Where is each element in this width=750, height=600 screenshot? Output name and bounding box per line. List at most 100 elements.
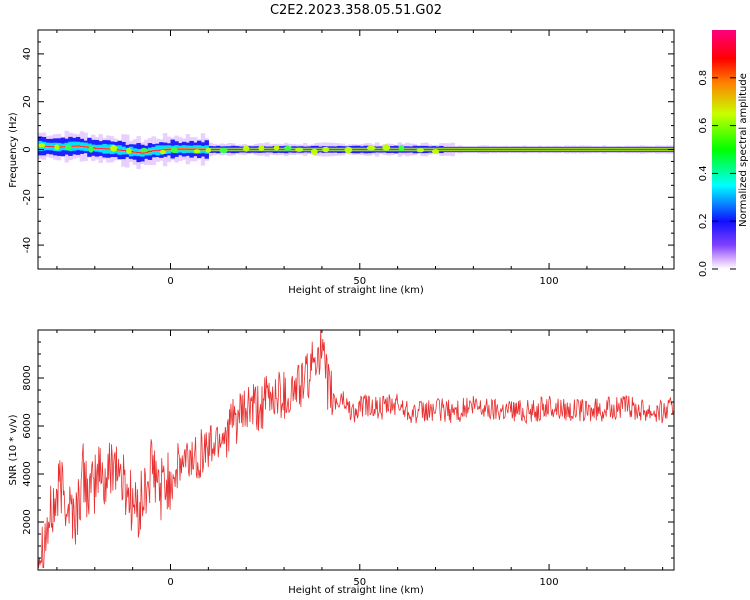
heatmap-peak-cell: [526, 148, 531, 151]
heatmap-blob: [170, 147, 178, 154]
heatmap-peak-cell: [390, 148, 395, 151]
heatmap-peak-cell: [140, 152, 145, 154]
heatmap-peak-cell: [602, 148, 607, 151]
heatmap-peak-cell: [492, 148, 497, 151]
heatmap-peak-cell: [605, 148, 611, 151]
heatmap-peak-cell: [314, 148, 319, 151]
snr-y-tick-label: 6000: [22, 413, 33, 438]
heatmap-blue-cell: [674, 147, 678, 152]
heatmap-peak-cell: [318, 148, 323, 151]
heatmap-peak-cell: [583, 148, 588, 151]
heatmap-cyan-cell: [674, 148, 678, 152]
heatmap-peak-cell: [412, 148, 418, 151]
heatmap-peak-cell: [662, 148, 668, 151]
heatmap-blob: [322, 146, 330, 153]
heatmap-peak-cell: [147, 150, 153, 153]
heatmap-blob: [54, 144, 60, 151]
heatmap-peak-cell: [49, 146, 54, 148]
snr-frame: [37, 329, 675, 571]
heatmap-blob: [110, 144, 118, 152]
heatmap-peak-cell: [405, 148, 410, 151]
heatmap-peak-cell: [465, 148, 471, 151]
heatmap-peak-cell: [227, 148, 232, 151]
heatmap-peak-cell: [564, 148, 569, 151]
heatmap-peak-cell: [155, 149, 160, 151]
heatmap-peak-cell: [541, 148, 546, 151]
heatmap-peak-cell: [340, 148, 346, 151]
snr-y-tick-label: 2000: [22, 509, 33, 534]
heatmap-blob: [159, 149, 166, 155]
heatmap-peak-cell: [507, 148, 512, 151]
heatmap-blob: [273, 145, 280, 151]
heatmap-peak-cell: [197, 148, 202, 150]
heatmap-peak-cell: [435, 148, 440, 151]
colorbar-tick-label: 0.6: [698, 118, 709, 134]
heatmap-y-tick-label: 0: [22, 146, 33, 152]
heatmap-blob: [310, 148, 318, 155]
heatmap-peak-cell: [162, 149, 168, 151]
heatmap-peak-cell: [484, 148, 490, 151]
heatmap-peak-cell: [560, 148, 565, 151]
heatmap-y-tick-label: -20: [22, 189, 33, 205]
heatmap-halo-cell: [674, 146, 678, 153]
heatmap-peak-cell: [329, 148, 334, 151]
heatmap-peak-cell: [121, 149, 126, 152]
heatmap-peak-cell: [94, 147, 100, 149]
heatmap-blob: [366, 145, 376, 151]
heatmap-peak-cell: [496, 148, 501, 151]
heatmap-peak-cell: [458, 148, 463, 151]
heatmap-peak-cell: [522, 148, 527, 151]
heatmap-peak-cell: [424, 148, 429, 151]
heatmap-y-tick-label: 20: [22, 95, 33, 108]
heatmap-peak-cell: [568, 148, 573, 151]
heatmap-peak-cell: [533, 148, 539, 151]
heatmap-peak-cell: [337, 148, 342, 151]
heatmap-peak-cell: [632, 148, 637, 151]
heatmap-peak-cell: [473, 148, 478, 151]
heatmap-peak-cell: [185, 148, 191, 150]
heatmap-peak-cell: [586, 148, 592, 151]
heatmap-peak-cell: [446, 148, 452, 151]
snr-x-tick-label: 50: [353, 577, 366, 588]
heatmap-peak-cell: [552, 148, 558, 151]
heatmap-x-tick-label: 0: [167, 276, 173, 287]
heatmap-peak-cell: [181, 148, 187, 150]
heatmap-peak-cell: [530, 148, 535, 151]
snr-panel: 0 50 100 2000 4000 6000 8000 Height of straig…: [8, 329, 675, 596]
heatmap-peak-cell: [594, 148, 599, 151]
heatmap-peak-cell: [166, 148, 172, 150]
heatmap-peak-cell: [374, 148, 380, 151]
heatmap-peak-cell: [189, 148, 194, 150]
colorbar-tick-label: 0.8: [698, 70, 709, 86]
heatmap-peak-cell: [250, 148, 255, 151]
heatmap-blob: [38, 143, 46, 148]
snr-y-ticks: 2000 4000 6000 8000: [22, 329, 674, 571]
heatmap-peak-cell: [571, 148, 577, 151]
heatmap-peak-cell: [79, 145, 85, 147]
heatmap-peak-cell: [102, 148, 107, 150]
heatmap-peak-cell: [276, 148, 281, 151]
heatmap-peak-cell: [265, 148, 270, 151]
heatmap-peak-cell: [575, 148, 580, 151]
heatmap-peak-cell: [178, 148, 183, 150]
heatmap-peak-cell: [511, 148, 516, 151]
heatmap-peak-cell: [132, 151, 138, 153]
heatmap-x-ticks: 0 50 100: [56, 30, 664, 287]
heatmap-blob: [88, 146, 94, 153]
heatmap-x-tick-label: 100: [540, 276, 559, 287]
heatmap-peak-cell: [590, 148, 596, 151]
heatmap-peak-cell: [159, 149, 164, 151]
heatmap-peak-cell: [393, 148, 399, 151]
heatmap-peak-cell: [427, 148, 433, 151]
heatmap-blob: [140, 147, 148, 153]
heatmap-peak-cell: [151, 150, 156, 152]
heatmap-peak-cell: [363, 148, 368, 151]
heatmap-peak-cell: [136, 152, 141, 154]
heatmap-y-axis-label: Frequency (Hz): [8, 112, 19, 188]
heatmap-peak-cell: [628, 148, 633, 151]
snr-y-tick-label: 8000: [22, 365, 33, 390]
heatmap-blob: [64, 144, 72, 151]
heatmap-blob: [344, 146, 353, 153]
heatmap-peak-cell: [439, 148, 444, 151]
heatmap-peak-cell: [537, 148, 543, 151]
